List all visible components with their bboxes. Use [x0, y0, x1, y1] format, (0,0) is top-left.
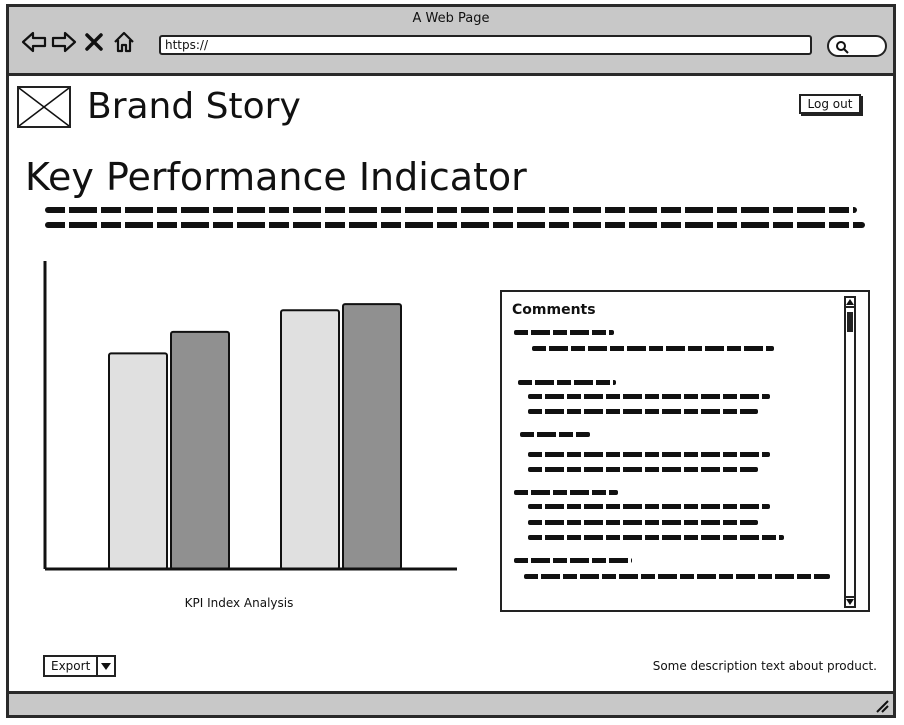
chevron-down-icon — [101, 662, 112, 670]
comments-scrollbar[interactable] — [844, 296, 856, 608]
comment-author — [518, 380, 616, 385]
home-icon — [114, 31, 134, 53]
bar-1-series-1 — [108, 352, 168, 571]
comment-text — [528, 467, 758, 472]
bar-chart — [43, 261, 457, 571]
scroll-up-button[interactable] — [846, 298, 854, 308]
comment-author — [520, 432, 590, 437]
comment-author — [514, 330, 614, 335]
comments-panel: Comments — [500, 290, 870, 612]
product-description: Some description text about product. — [652, 659, 877, 673]
resize-grip-icon[interactable] — [875, 699, 889, 713]
arrow-left-icon — [21, 31, 47, 53]
forward-button[interactable] — [49, 27, 79, 57]
paragraph-line — [45, 207, 857, 213]
comment-text — [528, 394, 770, 399]
comment-text — [528, 535, 784, 540]
comment-text — [532, 346, 774, 351]
export-label: Export — [45, 657, 99, 675]
address-bar[interactable]: https:// — [159, 35, 812, 55]
search-button[interactable] — [827, 35, 887, 57]
comment-text — [528, 520, 758, 525]
scroll-down-button[interactable] — [846, 596, 854, 606]
comment-author — [514, 558, 632, 563]
browser-window: A Web Page — [6, 4, 896, 718]
brand-title: Brand Story — [87, 86, 301, 127]
page-content: Brand Story Log out Key Performance Indi… — [9, 76, 893, 695]
close-icon — [85, 33, 103, 51]
arrow-right-icon — [51, 31, 77, 53]
dropdown-toggle[interactable] — [98, 657, 114, 675]
comment-text — [528, 504, 770, 509]
address-bar-text: https:// — [165, 38, 209, 52]
bar-2-series-2 — [342, 303, 402, 571]
window-title: A Web Page — [412, 11, 490, 26]
back-button[interactable] — [19, 27, 49, 57]
image-placeholder-icon — [18, 87, 70, 127]
comment-author — [514, 490, 618, 495]
page-title: Key Performance Indicator — [25, 155, 527, 199]
comment-text — [528, 452, 770, 457]
status-bar — [9, 691, 893, 715]
paragraph-line — [45, 222, 865, 228]
comment-text — [528, 409, 758, 414]
bar-1-series-2 — [170, 330, 230, 570]
logout-button[interactable]: Log out — [799, 94, 861, 114]
bar-2-series-1 — [280, 309, 340, 570]
triangle-down-icon — [846, 599, 854, 605]
triangle-up-icon — [846, 299, 854, 305]
export-dropdown[interactable]: Export — [43, 655, 117, 677]
comment-text — [524, 574, 830, 579]
browser-chrome: A Web Page — [9, 7, 893, 76]
stop-button[interactable] — [79, 27, 109, 57]
home-button[interactable] — [109, 27, 139, 57]
comments-title: Comments — [512, 302, 596, 318]
scroll-thumb[interactable] — [847, 312, 853, 332]
logo-image — [17, 86, 71, 128]
chart-caption: KPI Index Analysis — [184, 596, 294, 610]
search-icon — [836, 41, 849, 54]
